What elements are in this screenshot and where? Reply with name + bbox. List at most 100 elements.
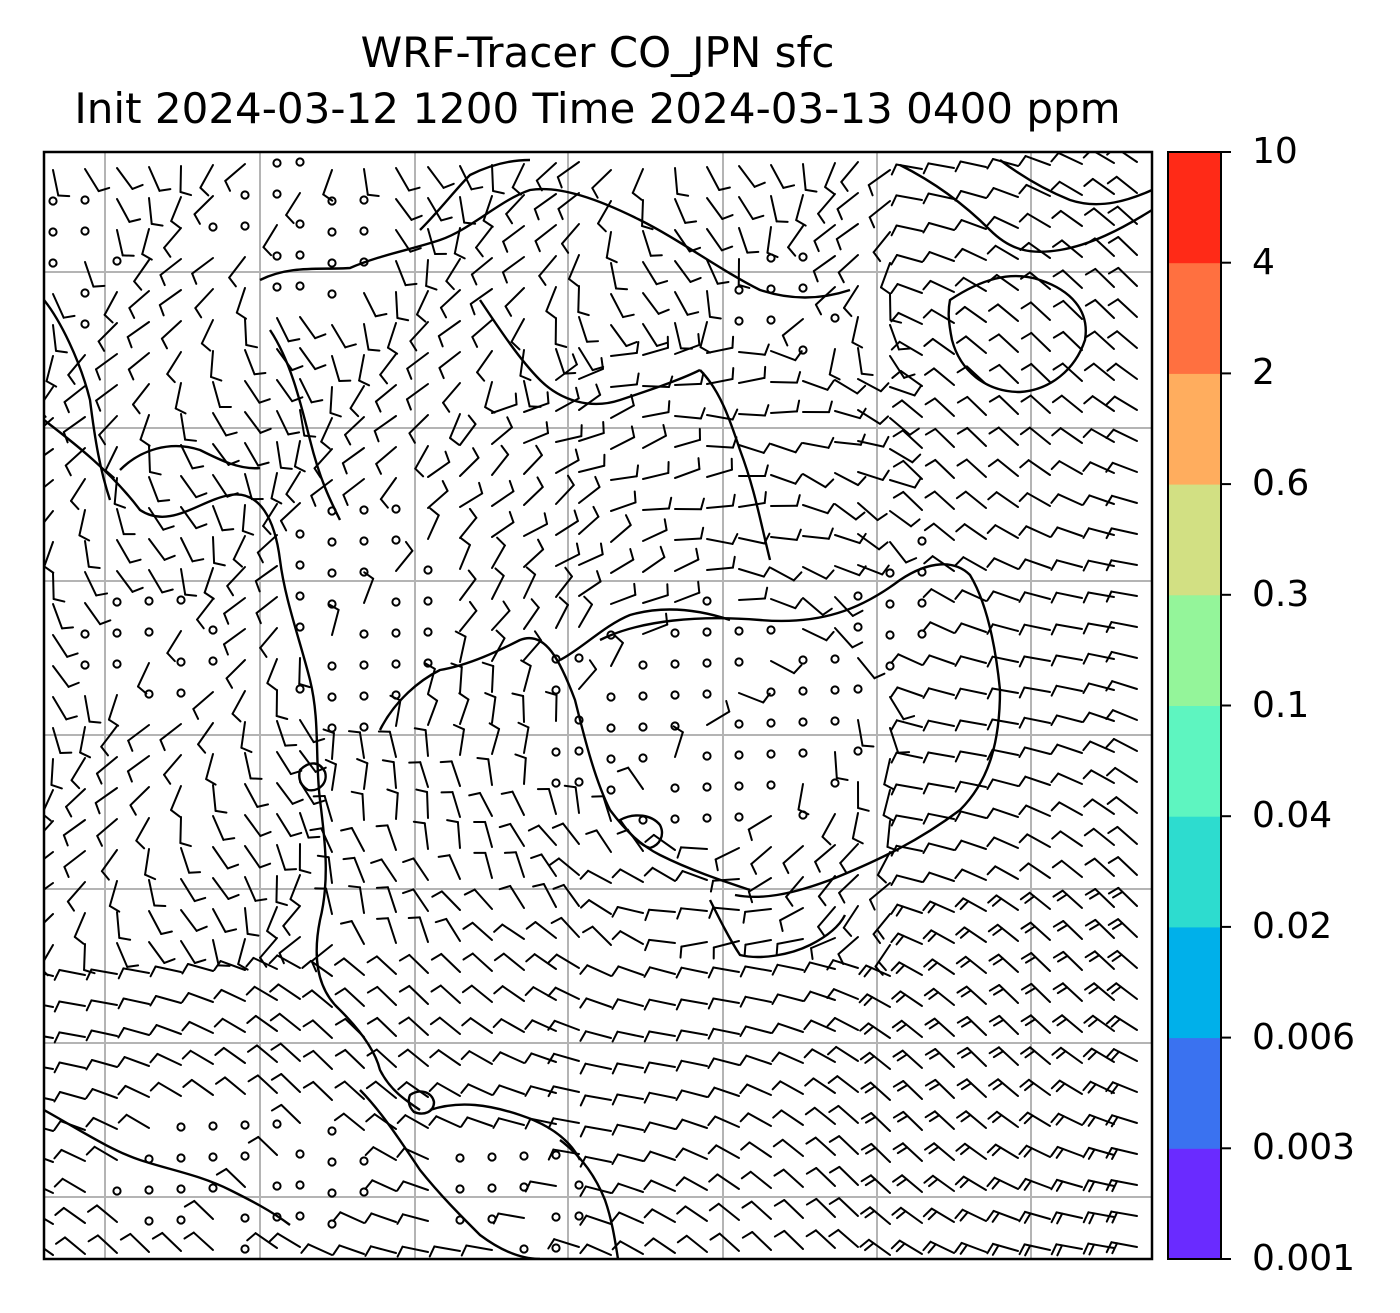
- wind-barb: [84, 168, 111, 193]
- wind-barb: [459, 196, 477, 225]
- wind-barb: [579, 1185, 612, 1198]
- wind-barb: [446, 819, 461, 849]
- wind-barb: [585, 829, 612, 853]
- wind-barb: [158, 289, 182, 317]
- calm-circle: [670, 690, 680, 700]
- wind-barb: [954, 687, 987, 700]
- wind-barb: [460, 1050, 493, 1065]
- wind-barb: [1105, 1048, 1138, 1062]
- wind-barb: [1084, 298, 1115, 319]
- wind-barb: [674, 332, 701, 355]
- wind-barb: [738, 442, 771, 454]
- calm-circle: [176, 1184, 186, 1194]
- coastline-segment-8: [699, 369, 772, 561]
- wind-barb: [445, 258, 461, 291]
- wind-barb: [988, 363, 1019, 384]
- wind-barb: [955, 955, 987, 974]
- wind-barb: [892, 399, 923, 418]
- wind-barb: [555, 542, 581, 567]
- wind-barb: [270, 1042, 301, 1062]
- calm-circle: [144, 1154, 154, 1164]
- wind-barb: [828, 1197, 859, 1217]
- calm-circle: [208, 656, 218, 666]
- wind-barb: [578, 542, 604, 566]
- wind-barb: [320, 417, 333, 450]
- wind-barb: [200, 319, 214, 352]
- wind-barb: [642, 424, 667, 449]
- wind-barb: [555, 353, 578, 381]
- wind-barb: [555, 566, 573, 598]
- wind-barb: [414, 445, 429, 478]
- wind-barb: [770, 660, 803, 675]
- calm-circle: [272, 189, 282, 199]
- wind-barb: [738, 532, 771, 545]
- wind-barb: [892, 490, 923, 511]
- wind-barb: [52, 324, 68, 354]
- wind-barb: [402, 857, 429, 881]
- wind-barb: [988, 426, 1019, 446]
- wind-barb: [1082, 740, 1115, 753]
- calm-circle: [734, 750, 744, 760]
- wind-barb: [706, 408, 739, 421]
- wind-barb: [824, 162, 836, 195]
- wind-barb: [922, 621, 955, 634]
- wind-barb: [373, 415, 397, 443]
- wind-barb: [857, 719, 875, 748]
- wind-barb: [428, 1082, 461, 1097]
- wind-barb: [1082, 494, 1115, 506]
- wind-barb: [316, 854, 333, 884]
- wind-barb: [476, 756, 493, 786]
- wind-barb: [53, 1061, 86, 1074]
- wind-barb: [956, 1046, 987, 1067]
- wind-barb: [376, 917, 397, 944]
- wind-barb: [986, 590, 1019, 602]
- wind-barb: [956, 335, 987, 354]
- wind-barb: [1105, 395, 1138, 411]
- wind-barb: [1051, 1046, 1083, 1064]
- wind-barb: [676, 1205, 708, 1222]
- wind-barb: [44, 913, 54, 925]
- wind-barb: [527, 824, 557, 846]
- wind-barb: [775, 938, 804, 956]
- wind-barb: [502, 225, 525, 253]
- wind-barb: [481, 661, 495, 693]
- wind-barb: [299, 781, 326, 805]
- wind-barb: [805, 1229, 836, 1249]
- wind-barb: [610, 464, 640, 481]
- wind-barb: [890, 194, 923, 207]
- wind-barb: [44, 1127, 54, 1132]
- wind-barb: [922, 1207, 955, 1223]
- wind-barb: [181, 1020, 214, 1034]
- wind-barb: [781, 318, 804, 347]
- wind-barb: [1084, 237, 1115, 257]
- wind-barb: [64, 447, 86, 477]
- wind-barb: [523, 512, 549, 537]
- wind-barb: [987, 923, 1019, 942]
- calm-circle: [606, 723, 616, 733]
- wind-barb: [460, 1083, 493, 1096]
- wind-barb: [312, 795, 333, 822]
- wind-barb: [449, 413, 461, 446]
- wind-barb: [771, 963, 804, 976]
- wind-barb: [987, 458, 1019, 477]
- wind-barb: [674, 229, 702, 253]
- wind-barb: [817, 193, 836, 224]
- wind-barb: [1018, 492, 1051, 507]
- wind-barb: [396, 1147, 429, 1160]
- wind-barb: [547, 953, 580, 969]
- wind-barb: [1083, 1014, 1115, 1032]
- wind-barb: [1082, 1146, 1115, 1160]
- wind-barb: [108, 880, 121, 913]
- wind-barb: [460, 1244, 493, 1257]
- wind-barb: [523, 598, 540, 630]
- wind-barb: [890, 340, 923, 356]
- wind-barb: [954, 556, 987, 571]
- coastline-segment-17: [429, 1103, 582, 1161]
- wind-barb: [787, 225, 804, 257]
- wind-barb: [827, 1075, 859, 1093]
- wind-barb: [1050, 460, 1083, 475]
- wind-barb: [675, 1176, 708, 1191]
- wind-barb: [834, 503, 866, 521]
- colorbar-segment-9: [1168, 262, 1221, 374]
- wind-barb: [491, 444, 510, 476]
